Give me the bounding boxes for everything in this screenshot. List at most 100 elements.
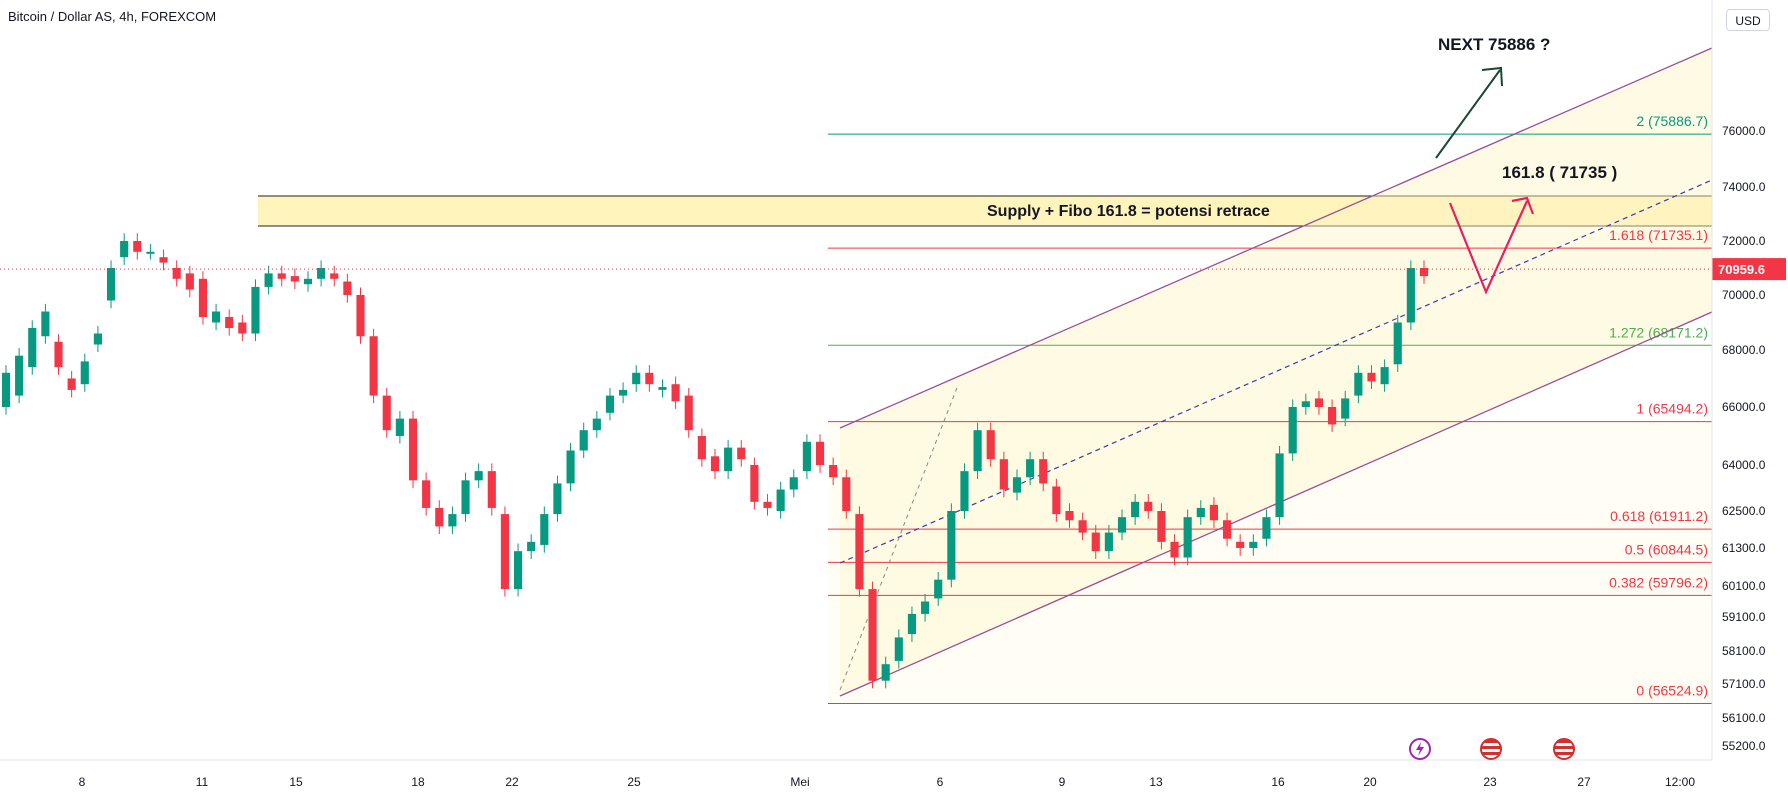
candle-body	[159, 257, 168, 263]
candle-body	[1183, 517, 1192, 558]
candle-body	[553, 483, 562, 515]
candle-body	[1039, 459, 1048, 484]
candle-body	[290, 276, 299, 282]
price-tick-label: 72000.0	[1722, 234, 1766, 248]
fib-level-label: 1 (65494.2)	[1636, 401, 1708, 417]
channel-midline	[839, 179, 1713, 564]
candle-body	[198, 278, 208, 317]
candle	[947, 503, 956, 588]
candle-body	[1236, 541, 1245, 548]
candle-body	[1406, 268, 1415, 323]
candle	[1236, 534, 1245, 556]
currency-button[interactable]: USD	[1726, 9, 1770, 31]
candle-body	[815, 441, 825, 465]
candle	[422, 472, 431, 516]
candle	[487, 463, 496, 516]
candle-body	[855, 514, 864, 590]
candle-body	[251, 286, 260, 334]
candle	[369, 328, 378, 404]
candle-body	[395, 418, 404, 436]
price-tick-label: 55200.0	[1722, 739, 1766, 753]
candle	[277, 265, 286, 287]
candle-body	[1275, 453, 1284, 518]
candle	[658, 379, 667, 398]
candle-body	[934, 579, 943, 599]
lightning-icon[interactable]	[1409, 738, 1431, 760]
candle-body	[671, 384, 680, 402]
candle-body	[697, 436, 706, 460]
candle	[1065, 503, 1074, 528]
current-price-label: 70959.6	[1718, 262, 1765, 277]
candle-body	[67, 378, 76, 390]
candle	[1301, 393, 1310, 415]
candle-body	[737, 447, 746, 460]
candle-body	[842, 477, 851, 511]
candle	[1104, 524, 1113, 559]
candle	[395, 410, 404, 444]
candle-body	[93, 333, 102, 345]
time-tick-label: 15	[289, 775, 303, 789]
candle	[1249, 534, 1258, 556]
price-tick-label: 70000.0	[1722, 288, 1766, 302]
candle	[881, 656, 890, 689]
candle-body	[605, 395, 615, 413]
candle	[435, 500, 444, 535]
candle-body	[1104, 532, 1113, 552]
candle-body	[369, 336, 378, 396]
target-arrow-line	[1435, 69, 1501, 159]
candle	[934, 572, 943, 606]
candle	[973, 422, 982, 479]
candle	[855, 506, 864, 597]
candle	[330, 265, 339, 287]
candle	[750, 457, 759, 510]
us-flag-icon[interactable]	[1553, 738, 1575, 760]
candle-body	[947, 511, 956, 580]
candle	[120, 233, 129, 265]
candle	[645, 365, 654, 392]
candle-body	[1367, 372, 1376, 382]
candle	[1380, 359, 1389, 392]
candle-body	[1354, 372, 1363, 396]
candle	[1222, 512, 1232, 547]
candle	[566, 443, 575, 492]
candle-body	[264, 273, 273, 287]
price-tick-label: 58100.0	[1722, 644, 1766, 658]
fib-level-label: 1.618 (71735.1)	[1609, 227, 1708, 243]
fib-level-label: 2 (75886.7)	[1636, 113, 1708, 129]
us-flag-icon[interactable]	[1480, 738, 1502, 760]
candle	[842, 469, 851, 519]
candle-body	[1288, 407, 1297, 454]
target-arrowhead	[1481, 66, 1503, 87]
candle	[763, 494, 772, 516]
candle-body	[41, 311, 50, 337]
candle-body	[80, 361, 89, 385]
candle	[815, 434, 825, 473]
candle-body	[1026, 459, 1035, 478]
candle	[1183, 509, 1192, 566]
candle	[1012, 469, 1022, 501]
candle-body	[1157, 511, 1166, 542]
candle	[1026, 451, 1035, 486]
candle-body	[1065, 511, 1074, 521]
symbol-title[interactable]: Bitcoin / Dollar AS, 4h, FOREXCOM	[8, 9, 217, 24]
candle-body	[1196, 507, 1205, 518]
candle	[1117, 509, 1127, 541]
candle-body	[1012, 477, 1022, 493]
supply-zone	[258, 196, 1712, 226]
candle-body	[133, 241, 142, 252]
candle	[632, 365, 641, 392]
time-tick-label: 20	[1363, 775, 1377, 789]
candle-body	[513, 551, 523, 590]
candle	[343, 273, 352, 303]
price-tick-label: 74000.0	[1722, 180, 1766, 194]
candle	[80, 353, 89, 392]
candle	[868, 581, 877, 689]
candle-body	[566, 450, 575, 484]
time-tick-label: Mei	[790, 775, 809, 789]
candle-body	[303, 278, 313, 285]
candle-body	[1249, 541, 1258, 548]
time-tick-label: 11	[196, 775, 209, 789]
price-tick-label: 68000.0	[1722, 343, 1766, 357]
candle	[1406, 260, 1415, 331]
